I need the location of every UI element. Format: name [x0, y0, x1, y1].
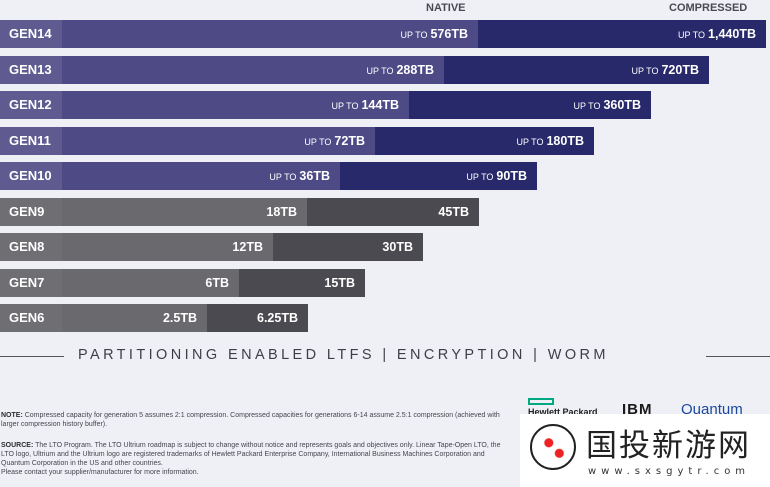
prefix-label: UP TO: [678, 30, 706, 40]
native-bar: UP TO 144TB: [62, 91, 409, 119]
divider-left: [0, 356, 64, 357]
watermark: 国投新游网 www.sxsgytr.com: [520, 414, 770, 487]
features-banner: PARTITIONING ENABLED LTFS | ENCRYPTION |…: [0, 345, 770, 367]
prefix-label: UP TO: [400, 30, 428, 40]
data-label: 6.25TB: [257, 311, 298, 325]
compressed-bar: UP TO 720TB: [444, 55, 709, 84]
prefix-label: UP TO: [331, 101, 359, 111]
category-label: GEN14: [0, 20, 62, 48]
data-label: 18TB: [266, 204, 297, 219]
category-label: GEN11: [0, 126, 62, 155]
bar-row-gen13: GEN13 UP TO 288TB UP TO 720TB: [0, 55, 709, 84]
legend-native: NATIVE: [426, 2, 466, 14]
note: NOTE: Compressed capacity for generation…: [1, 411, 501, 429]
bar-row-gen8: GEN8 12TB 30TB: [0, 233, 423, 261]
hpe-logo: Hewlett Packard: [528, 398, 598, 417]
prefix-label: UP TO: [516, 136, 544, 147]
compressed-bar: UP TO 90TB: [340, 162, 537, 190]
data-label: 12TB: [232, 240, 263, 254]
compressed-bar: UP TO 360TB: [409, 91, 651, 119]
data-label: 6TB: [205, 275, 229, 290]
ladybug-icon: [530, 424, 576, 470]
prefix-label: UP TO: [631, 65, 659, 76]
bar-row-gen14: GEN14 UP TO 576TB UP TO 1,440TB: [0, 20, 766, 48]
quantum-logo: Quantum: [681, 401, 743, 418]
data-label: 576TB: [430, 27, 468, 41]
native-bar: 6TB: [62, 268, 239, 297]
compressed-bar: UP TO 180TB: [375, 126, 594, 155]
note-text: Compressed capacity for generation 5 ass…: [1, 412, 500, 428]
compressed-bar: 6.25TB: [207, 304, 308, 332]
native-bar: 18TB: [62, 197, 307, 226]
source: SOURCE: The LTO Program. The LTO Ultrium…: [1, 441, 501, 477]
bar-row-gen6: GEN6 2.5TB 6.25TB: [0, 304, 308, 332]
native-bar: UP TO 36TB: [62, 162, 340, 190]
native-bar: UP TO 72TB: [62, 126, 375, 155]
prefix-label: UP TO: [573, 101, 601, 111]
native-bar: 12TB: [62, 233, 273, 261]
native-bar: 2.5TB: [62, 304, 207, 332]
bar-row-gen11: GEN11 UP TO 72TB UP TO 180TB: [0, 126, 594, 155]
category-label: GEN8: [0, 233, 62, 261]
data-label: 90TB: [496, 169, 527, 183]
prefix-label: UP TO: [366, 65, 394, 76]
compressed-bar: 45TB: [307, 197, 479, 226]
ibm-logo: IBM: [622, 401, 653, 418]
bar-row-gen12: GEN12 UP TO 144TB UP TO 360TB: [0, 91, 651, 119]
features-text: PARTITIONING ENABLED LTFS | ENCRYPTION |…: [78, 347, 609, 363]
bar-row-gen10: GEN10 UP TO 36TB UP TO 90TB: [0, 162, 537, 190]
divider-right: [706, 356, 770, 357]
data-label: 720TB: [661, 62, 699, 77]
data-label: 45TB: [438, 204, 469, 219]
bar-row-gen7: GEN7 6TB 15TB: [0, 268, 365, 297]
data-label: 15TB: [324, 275, 355, 290]
prefix-label: UP TO: [269, 172, 297, 182]
category-label: GEN9: [0, 197, 62, 226]
data-label: 288TB: [396, 62, 434, 77]
category-label: GEN10: [0, 162, 62, 190]
note-label: NOTE:: [1, 412, 23, 419]
compressed-bar: 15TB: [239, 268, 365, 297]
data-label: 72TB: [334, 133, 365, 148]
category-label: GEN12: [0, 91, 62, 119]
data-label: 2.5TB: [162, 311, 197, 325]
prefix-label: UP TO: [304, 136, 332, 147]
native-bar: UP TO 576TB: [62, 20, 478, 48]
data-label: 144TB: [361, 98, 399, 112]
category-label: GEN7: [0, 268, 62, 297]
data-label: 360TB: [603, 98, 641, 112]
category-label: GEN13: [0, 55, 62, 84]
compressed-bar: 30TB: [273, 233, 423, 261]
compressed-bar: UP TO 1,440TB: [478, 20, 766, 48]
bar-row-gen9: GEN9 18TB 45TB: [0, 197, 479, 226]
data-label: 180TB: [546, 133, 584, 148]
category-label: GEN6: [0, 304, 62, 332]
data-label: 1,440TB: [708, 27, 756, 41]
prefix-label: UP TO: [466, 172, 494, 182]
source-text: The LTO Program. The LTO Ultrium roadmap…: [1, 442, 501, 467]
source-contact: Please contact your supplier/manufacture…: [1, 469, 199, 476]
legend-compressed: COMPRESSED: [669, 2, 748, 14]
source-label: SOURCE:: [1, 442, 34, 449]
data-label: 30TB: [382, 240, 413, 254]
native-bar: UP TO 288TB: [62, 55, 444, 84]
data-label: 36TB: [299, 169, 330, 183]
